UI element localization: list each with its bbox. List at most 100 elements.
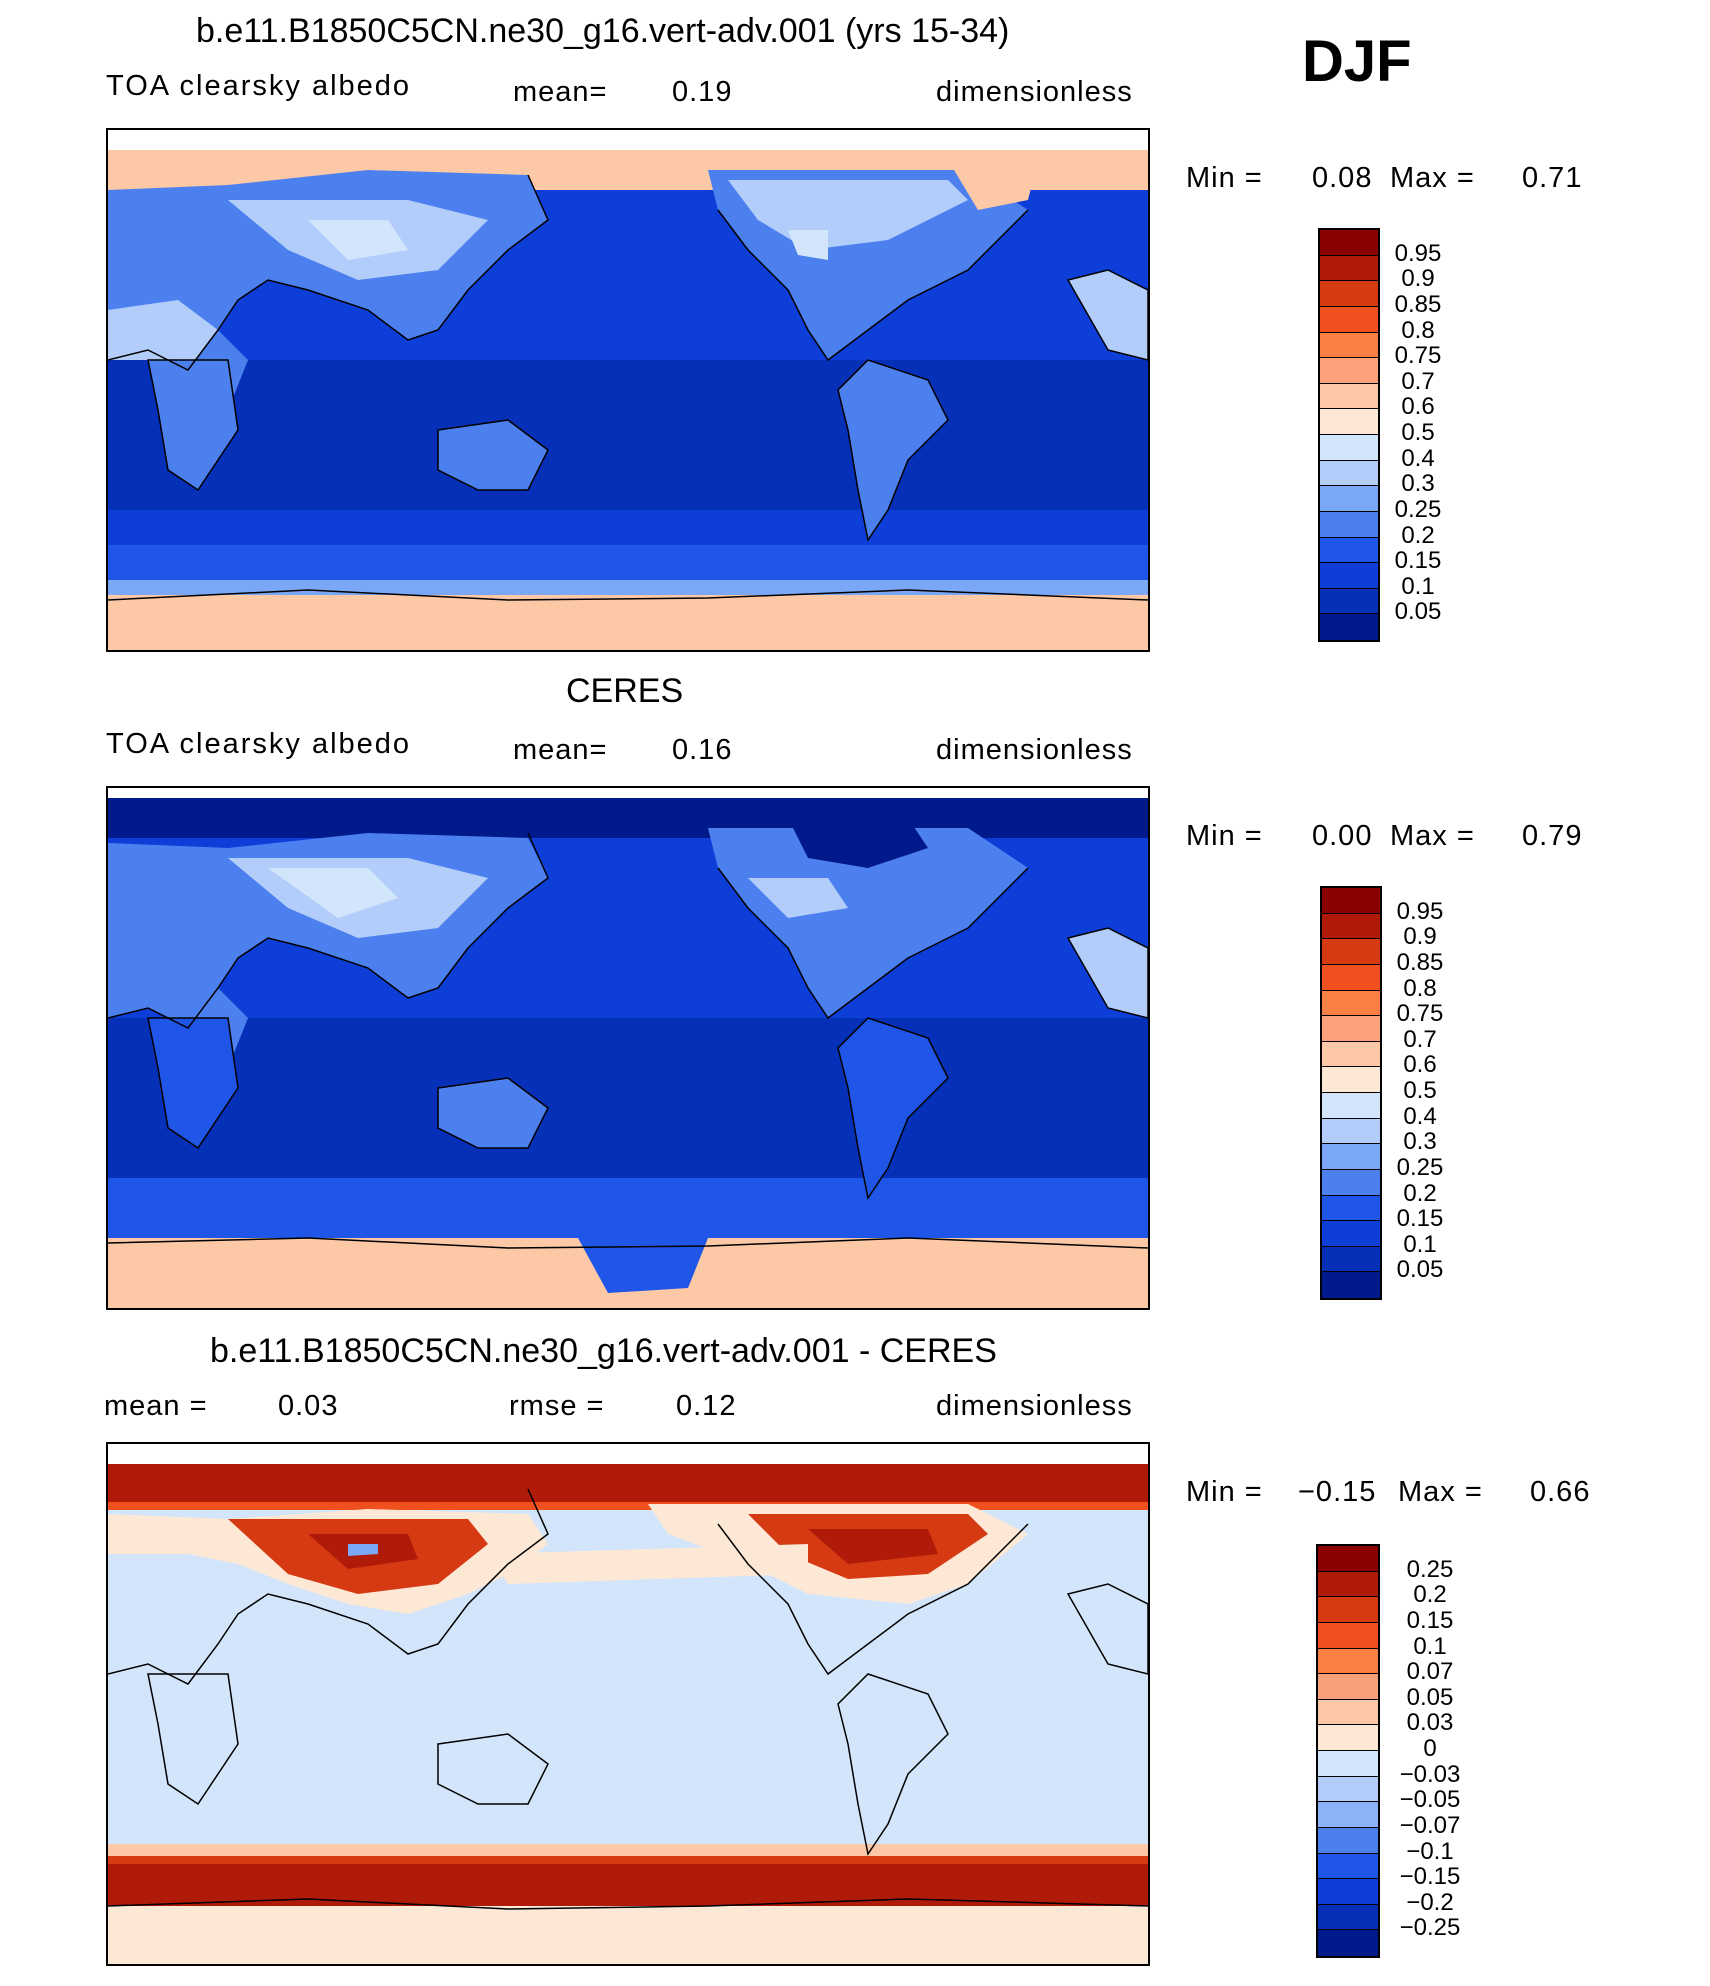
colorbar-level-label: −0.25: [1399, 1914, 1461, 1942]
mean-label: mean=: [513, 734, 608, 766]
colorbar-swatch: [1322, 1118, 1380, 1145]
colorbar-level-label: 0.95: [1394, 239, 1442, 267]
colorbar-level-label: −0.15: [1399, 1863, 1461, 1891]
colorbar-swatch: [1320, 460, 1378, 487]
colorbar-swatch: [1320, 614, 1378, 640]
colorbar-labels: 0.25 0.2 0.15 0.1 0.07 0.05 0.03 0 −0.03 −0.05 −0.…: [1390, 1544, 1470, 1954]
colorbar-swatch: [1320, 255, 1378, 282]
colorbar-swatch: [1320, 435, 1378, 461]
colorbar-level-label: 0.7: [1403, 1025, 1437, 1053]
colorbar-level-label: 0: [1423, 1735, 1437, 1762]
colorbar-swatch: [1318, 1853, 1378, 1880]
units-label: dimensionless: [936, 76, 1133, 108]
rmse-value: 0.12: [676, 1390, 737, 1422]
colorbar-level-label: −0.07: [1399, 1811, 1461, 1839]
max-value: 0.79: [1522, 820, 1583, 852]
max-value: 0.71: [1522, 162, 1583, 194]
colorbar-level-label: 0.6: [1401, 393, 1435, 421]
min-value: 0.08: [1312, 162, 1373, 194]
units-label: dimensionless: [936, 734, 1133, 766]
mean-label: mean =: [104, 1390, 208, 1422]
colorbar-swatch: [1320, 409, 1378, 435]
colorbar-level-label: 0.2: [1403, 1179, 1437, 1207]
map-plot: [106, 1442, 1150, 1966]
min-value: −0.15: [1298, 1476, 1377, 1508]
colorbar-swatch: [1320, 358, 1378, 384]
colorbar-swatch: [1322, 888, 1380, 914]
colorbar-level-label: 0.4: [1403, 1102, 1437, 1130]
colorbar-level-label: 0.03: [1406, 1709, 1454, 1737]
colorbar-swatch: [1318, 1802, 1378, 1828]
rmse-label: rmse =: [509, 1390, 605, 1422]
colorbar-swatch: [1322, 1016, 1380, 1042]
colorbar-swatch: [1320, 332, 1378, 359]
colorbar-level-label: 0.4: [1401, 444, 1435, 472]
colorbar-swatch: [1320, 281, 1378, 307]
colorbar-level-label: 0.1: [1401, 572, 1435, 600]
colorbar-swatch: [1322, 1246, 1380, 1273]
colorbar-level-label: 0.5: [1403, 1077, 1437, 1104]
colorbar-level-label: 0.1: [1413, 1632, 1447, 1660]
colorbar-level-label: 0.15: [1406, 1606, 1454, 1634]
colorbar-level-label: 0.25: [1396, 1153, 1444, 1181]
colorbar-level-label: 0.75: [1394, 342, 1442, 370]
max-label: Max =: [1398, 1476, 1483, 1508]
map-field: [108, 130, 1148, 650]
colorbar-swatch: [1318, 1648, 1378, 1675]
min-label: Min =: [1186, 1476, 1263, 1508]
colorbar-level-label: −0.05: [1399, 1786, 1461, 1814]
map-plot: [106, 786, 1150, 1310]
colorbar-swatch: [1318, 1699, 1378, 1726]
colorbar-swatch: [1322, 1041, 1380, 1068]
colorbar-level-label: 0.85: [1394, 290, 1442, 318]
colorbar-level-label: 0.3: [1403, 1128, 1437, 1156]
colorbar-level-label: 0.05: [1396, 1256, 1444, 1284]
colorbar-swatch: [1318, 1674, 1378, 1700]
map-field: [108, 788, 1148, 1308]
min-value: 0.00: [1312, 820, 1373, 852]
colorbar-swatch: [1322, 964, 1380, 991]
colorbar-labels: 0.95 0.9 0.85 0.8 0.75 0.7 0.6 0.5 0.4 0.3 0.25 0.2…: [1378, 228, 1458, 638]
colorbar-swatch: [1320, 230, 1378, 256]
colorbar-swatch: [1322, 939, 1380, 965]
colorbar-level-label: 0.2: [1401, 521, 1435, 549]
mean-value: 0.03: [278, 1390, 339, 1422]
colorbar-level-label: 0.75: [1396, 1000, 1444, 1028]
colorbar-swatch: [1322, 1195, 1380, 1222]
colorbar-swatch: [1320, 306, 1378, 333]
mean-value: 0.16: [672, 734, 733, 766]
colorbar-level-label: 0.1: [1403, 1230, 1437, 1258]
colorbar-swatch: [1322, 1221, 1380, 1247]
colorbar-level-label: 0.05: [1394, 598, 1442, 626]
colorbar-swatch: [1322, 990, 1380, 1017]
min-label: Min =: [1186, 162, 1263, 194]
colorbar-swatch: [1318, 1879, 1378, 1905]
colorbar-level-label: 0.9: [1403, 923, 1437, 951]
colorbar-level-label: 0.95: [1396, 897, 1444, 925]
colorbar-labels: 0.95 0.9 0.85 0.8 0.75 0.7 0.6 0.5 0.4 0.3 0.25 0.2…: [1380, 886, 1460, 1296]
colorbar-swatch: [1322, 1144, 1380, 1170]
variable-label: TOA clearsky albedo: [106, 728, 412, 760]
colorbar: [1318, 228, 1380, 642]
colorbar-swatch: [1322, 913, 1380, 940]
colorbar-swatch: [1318, 1827, 1378, 1854]
colorbar-swatch: [1320, 383, 1378, 410]
colorbar-level-label: 0.9: [1401, 265, 1435, 293]
colorbar-level-label: 0.5: [1401, 419, 1435, 446]
colorbar-swatch: [1318, 1904, 1378, 1931]
panel-title: CERES: [566, 672, 684, 710]
map-field: [108, 1444, 1148, 1964]
colorbar: [1316, 1544, 1380, 1958]
panel-title: b.e11.B1850C5CN.ne30_g16.vert-adv.001 (y…: [196, 12, 1010, 50]
colorbar-level-label: 0.15: [1394, 547, 1442, 575]
units-label: dimensionless: [936, 1390, 1133, 1422]
colorbar-swatch: [1320, 486, 1378, 512]
mean-value: 0.19: [672, 76, 733, 108]
colorbar-swatch: [1320, 537, 1378, 564]
colorbar-level-label: −0.2: [1406, 1888, 1454, 1916]
colorbar-swatch: [1318, 1776, 1378, 1803]
colorbar-swatch: [1320, 511, 1378, 538]
colorbar-level-label: 0.25: [1394, 495, 1442, 523]
colorbar: [1320, 886, 1382, 1300]
colorbar-level-label: 0.85: [1396, 948, 1444, 976]
